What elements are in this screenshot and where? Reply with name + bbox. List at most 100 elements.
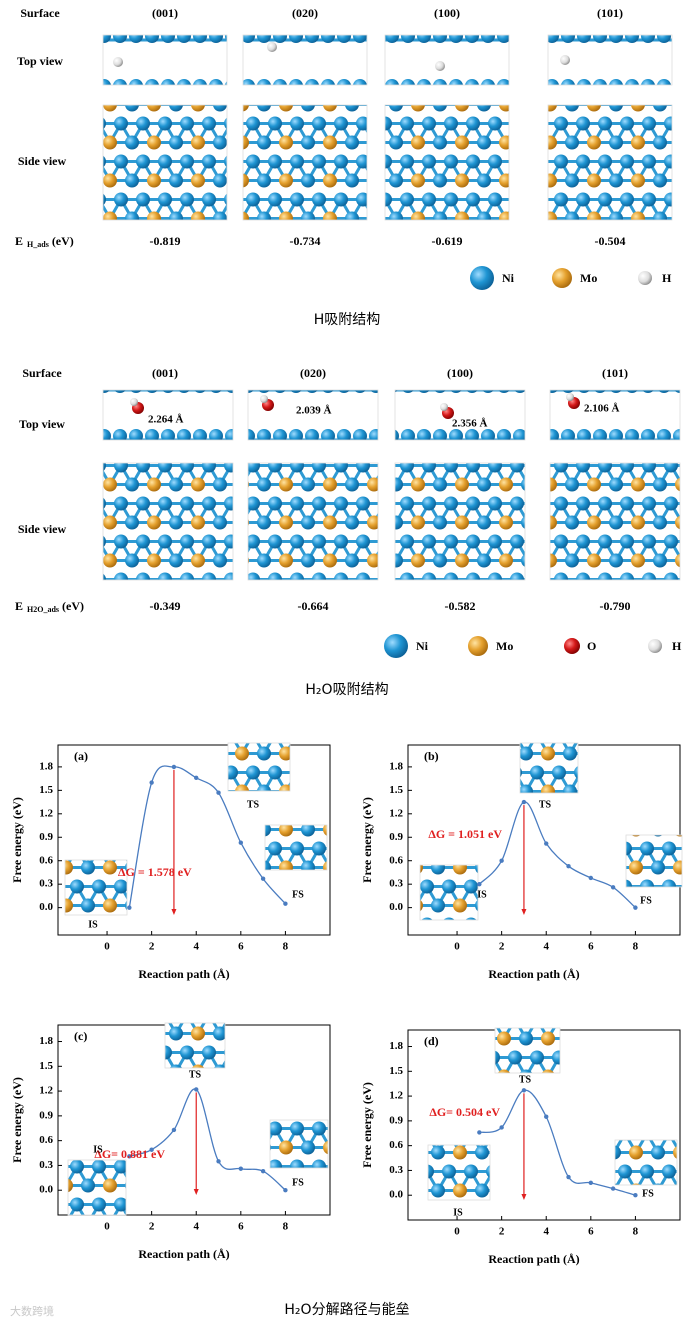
structure-image (102, 389, 234, 441)
point (610, 885, 616, 890)
structure-image (384, 104, 510, 221)
legend-label: Ni (416, 639, 429, 653)
arrow-head (521, 909, 527, 915)
point (521, 1088, 527, 1093)
fs-label: FS (640, 895, 652, 906)
is-label: IS (93, 1144, 103, 1155)
row-label: Top view (17, 54, 63, 68)
x-tick-label: 6 (588, 941, 594, 953)
h-atom (113, 57, 123, 67)
chart-title: (d) (424, 1034, 439, 1048)
x-tick-label: 8 (633, 941, 639, 953)
chart-title: (c) (74, 1029, 87, 1043)
structure-image (64, 859, 128, 916)
y-tick-label: 1.5 (389, 1065, 403, 1077)
ts-label: TS (247, 799, 260, 810)
legend-ni (384, 634, 408, 658)
point (194, 775, 199, 781)
fs-label: FS (642, 1188, 654, 1199)
header: Surface (20, 6, 60, 20)
x-tick-label: 4 (543, 941, 549, 953)
point (171, 1127, 177, 1133)
energy-line (479, 1089, 636, 1196)
x-tick-label: 2 (499, 941, 505, 953)
y-tick-label: 0.3 (39, 1159, 53, 1171)
subscript: H_ads (27, 240, 49, 249)
structure-image (549, 462, 681, 581)
x-tick-label: 6 (238, 941, 244, 953)
x-axis-label: Reaction path (Å) (138, 1247, 229, 1261)
y-tick-label: 0.9 (39, 1109, 53, 1121)
energy: -0.734 (290, 234, 321, 248)
h-atom (267, 42, 277, 52)
row-label: Side view (18, 522, 67, 536)
legend-label: H (672, 639, 682, 653)
energy-line (129, 1088, 286, 1191)
legend-mo (468, 636, 488, 656)
y-axis-label: Free energy (eV) (360, 1082, 374, 1168)
point (566, 863, 571, 869)
x-tick-label: 4 (543, 1226, 549, 1238)
structure-image (269, 1119, 329, 1169)
structure-image (102, 104, 228, 221)
point (544, 1114, 549, 1119)
y-tick-label: 0.6 (389, 1139, 403, 1151)
point (544, 841, 549, 846)
point (171, 764, 177, 770)
legend-h (648, 639, 662, 653)
chart: 0.0 0.3 0.6 0.9 1.2 1.5 1.8 0 2 4 6 8 (d) Reaction pa… (360, 1027, 681, 1266)
legend-label: Ni (502, 271, 515, 285)
row-label: Top view (19, 417, 65, 431)
structure-image (247, 389, 379, 441)
h-atom (560, 55, 570, 65)
point (477, 881, 482, 887)
structure-image (242, 104, 368, 221)
delta-g-label: ΔG = 1.051 eV (428, 827, 502, 841)
chart-title: (a) (74, 749, 88, 763)
y-tick-label: 1.5 (39, 1060, 53, 1072)
y-tick-label: 1.8 (389, 760, 403, 772)
y-tick-label: 0.6 (389, 854, 403, 866)
x-axis-label: Reaction path (Å) (488, 1252, 579, 1266)
energy: -0.504 (595, 234, 626, 248)
legend-o (564, 638, 580, 654)
facet: (101) (602, 366, 628, 380)
y-tick-label: 1.2 (389, 807, 403, 819)
watermark: 大数跨境 (10, 1304, 54, 1318)
chart: 0.0 0.3 0.6 0.9 1.2 1.5 1.8 0 2 4 6 8 (a) Reaction pa… (10, 742, 331, 981)
delta-g-label: ΔG= 0.881 eV (94, 1147, 165, 1161)
structure-image (102, 462, 234, 581)
x-tick-label: 6 (238, 1221, 244, 1233)
structure-image (264, 824, 328, 871)
y-tick-label: 1.5 (389, 784, 403, 796)
y-tick-label: 0.9 (39, 831, 53, 843)
y-tick-label: 1.8 (39, 1035, 53, 1047)
energy: -0.582 (445, 599, 476, 613)
y-tick-label: 1.5 (39, 784, 53, 796)
y-tick-label: 0.0 (39, 901, 53, 913)
y-axis-label: Free energy (eV) (360, 797, 374, 883)
fs-label: FS (292, 889, 304, 900)
distance-label: 2.264 Å (148, 414, 184, 426)
point (238, 1166, 244, 1171)
point (149, 1147, 154, 1152)
x-tick-label: 2 (149, 1221, 155, 1233)
facet: (100) (447, 366, 473, 380)
facet: (001) (152, 6, 178, 20)
x-tick-label: 0 (454, 1226, 460, 1238)
chart-title: (b) (424, 749, 439, 763)
point (127, 1154, 132, 1159)
x-tick-label: 0 (104, 1221, 110, 1233)
x-tick-label: 0 (104, 941, 110, 953)
x-tick-label: 4 (193, 1221, 199, 1233)
distance-label: 2.106 Å (584, 403, 620, 415)
legend-label: Mo (496, 639, 513, 653)
x-tick-label: 8 (283, 1221, 289, 1233)
y-tick-label: 0.6 (39, 1134, 53, 1146)
x-tick-label: 0 (454, 941, 460, 953)
point (588, 875, 594, 881)
chart: 0.0 0.3 0.6 0.9 1.2 1.5 1.8 0 2 4 6 8 (c) Reaction pa… (10, 1022, 331, 1261)
facet: (020) (292, 6, 318, 20)
y-tick-label: 1.2 (39, 807, 53, 819)
